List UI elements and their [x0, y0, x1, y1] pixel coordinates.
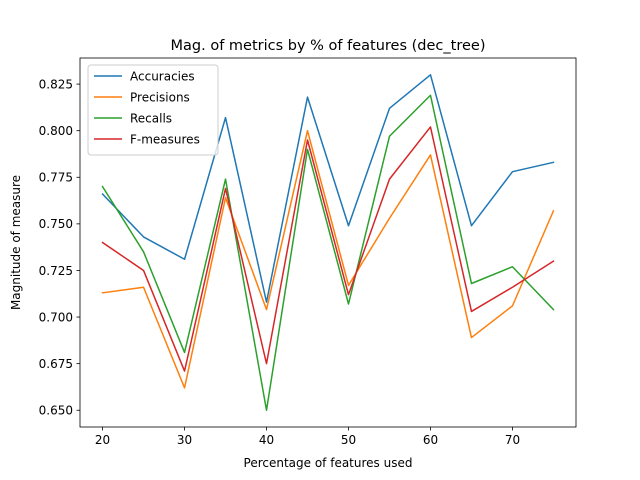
legend-label: Accuracies [130, 69, 195, 83]
y-axis-label: Magnitude of measure [9, 175, 23, 310]
x-tick-label: 50 [341, 433, 356, 447]
y-tick-label: 0.725 [39, 264, 73, 278]
y-tick-label: 0.800 [39, 124, 73, 138]
y-tick-label: 0.700 [39, 310, 73, 324]
legend-label: Recalls [130, 111, 172, 125]
x-axis: 20 30 40 50 60 70 [95, 427, 520, 447]
legend: Accuracies Precisions Recalls F-measures [87, 64, 219, 156]
y-tick-label: 0.750 [39, 217, 73, 231]
y-tick-label: 0.825 [39, 77, 73, 91]
x-tick-label: 30 [177, 433, 192, 447]
series-line-recalls [101, 94, 555, 411]
y-tick-label: 0.650 [39, 404, 73, 418]
x-tick-label: 40 [259, 433, 274, 447]
legend-label: Precisions [130, 90, 190, 104]
x-tick-label: 60 [423, 433, 438, 447]
x-tick-label: 20 [95, 433, 110, 447]
y-tick-label: 0.675 [39, 357, 73, 371]
chart-title: Mag. of metrics by % of features (dec_tr… [171, 38, 486, 54]
y-axis: 0.650 0.675 0.700 0.725 0.750 0.775 0.800 0.825 [39, 77, 80, 418]
series-layer [101, 74, 555, 411]
series-line-accuracies [101, 74, 555, 303]
x-axis-label: Percentage of features used [244, 456, 413, 470]
legend-label: F-measures [130, 132, 200, 146]
plot-frame [79, 57, 577, 428]
series-line-precisions [101, 129, 555, 389]
legend-box [87, 64, 219, 156]
series-line-f-measures [101, 126, 555, 372]
y-tick-label: 0.775 [39, 171, 73, 185]
x-tick-label: 70 [505, 433, 520, 447]
